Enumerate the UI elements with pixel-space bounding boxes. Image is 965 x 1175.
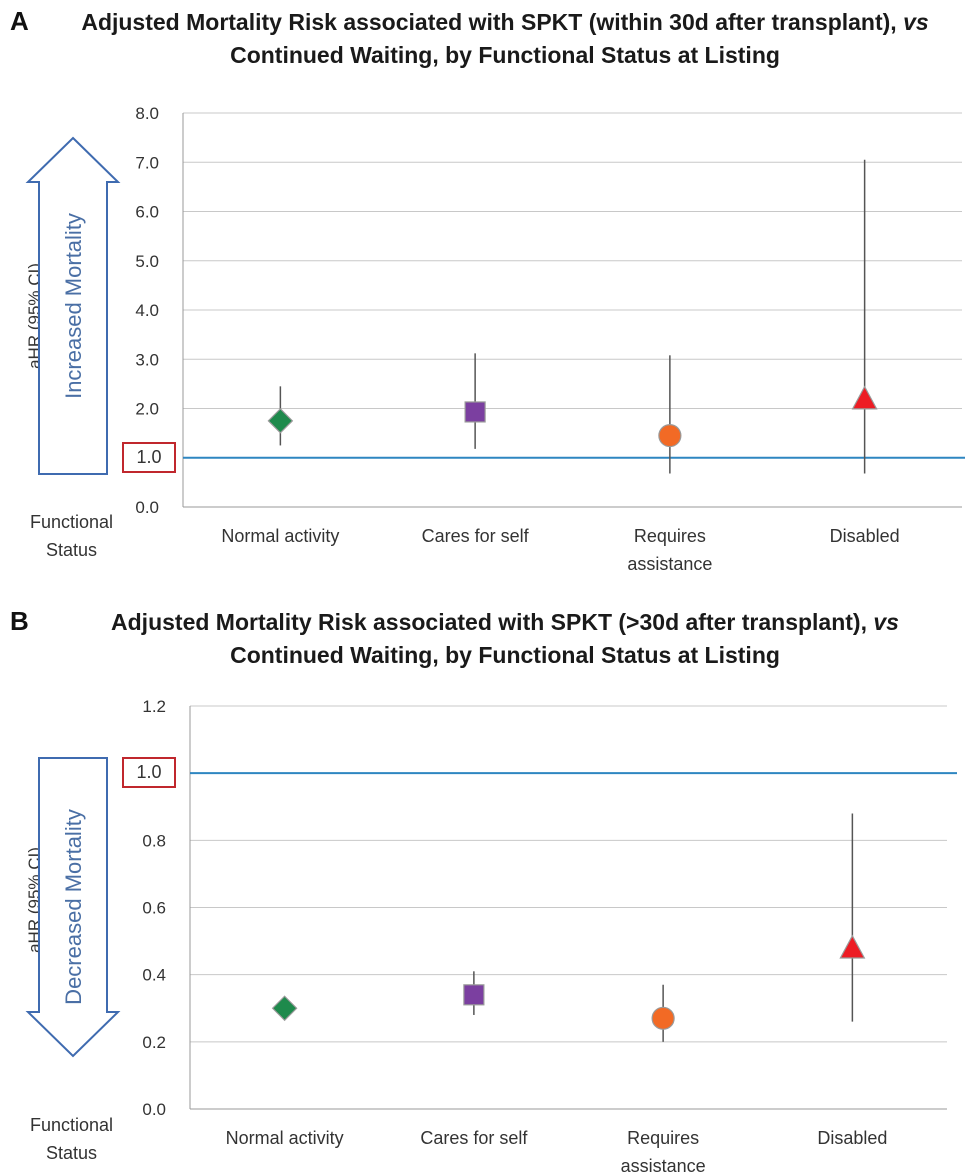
category-label: Normal activity (226, 1128, 344, 1148)
y-tick-label: 0.6 (142, 899, 166, 918)
panel-label-b: B (10, 606, 29, 636)
reference-value-box-a: 1.0 (122, 442, 176, 473)
reference-value-box-b: 1.0 (122, 757, 176, 788)
y-tick-label: 0.2 (142, 1033, 166, 1052)
chart-title-a-part1: Adjusted Mortality Risk associated with … (81, 9, 904, 35)
y-tick-label: 8.0 (135, 104, 159, 123)
y-tick-label: 0.0 (135, 498, 159, 517)
chart-title-b: Adjusted Mortality Risk associated with … (60, 606, 950, 672)
y-tick-label: 6.0 (135, 203, 159, 222)
y-tick-label: 0.4 (142, 966, 166, 985)
arrow-down-icon (25, 757, 121, 1058)
y-tick-label: 7.0 (135, 153, 159, 172)
category-label: Requires assistance (621, 1128, 706, 1175)
category-label: Disabled (817, 1128, 887, 1148)
panel-a: A Adjusted Mortality Risk associated wit… (10, 6, 965, 574)
data-point-square (463, 984, 485, 1006)
data-point-triangle (851, 385, 878, 410)
data-point-triangle (839, 934, 866, 959)
data-point-diamond (267, 407, 294, 434)
category-label: Requires assistance (627, 526, 712, 574)
data-point-diamond (271, 995, 298, 1022)
y-tick-label: 4.0 (135, 301, 159, 320)
arrow-up-icon (25, 136, 121, 475)
chart-title-b-part2: Continued Waiting, by Functional Status … (230, 642, 780, 668)
functional-status-label-a: Functional Status (29, 512, 114, 560)
functional-status-label-b: Functional Status (29, 1115, 114, 1163)
category-label: Normal activity (221, 526, 339, 546)
chart-title-b-part1: Adjusted Mortality Risk associated with … (111, 609, 874, 635)
y-tick-label: 0.0 (142, 1100, 166, 1119)
chart-b-svg: 0.0 0.2 0.4 0.6 0.8 1.2 Normal activity Cares f… (25, 697, 957, 1175)
category-label: Disabled (830, 526, 900, 546)
panel-b: B Adjusted Mortality Risk associated wit… (0, 590, 965, 1175)
chart-title-b-vs: vs (873, 609, 899, 635)
arrow-label: Decreased Mortality (61, 809, 86, 1005)
data-point-circle (651, 1006, 675, 1030)
y-tick-label: 5.0 (135, 252, 159, 271)
data-point-square (464, 401, 486, 423)
y-tick-label: 2.0 (135, 400, 159, 419)
chart-title-a-part2: Continued Waiting, by Functional Status … (230, 42, 780, 68)
y-tick-label: 3.0 (135, 350, 159, 369)
panel-label-a: A (10, 6, 29, 36)
chart-title-a-vs: vs (903, 9, 929, 35)
y-tick-label: 0.8 (142, 831, 166, 850)
chart-a-svg: 0.0 2.0 3.0 4.0 5.0 6.0 7.0 8.0 Normal activity C… (25, 104, 965, 574)
category-label: Cares for self (422, 526, 530, 546)
chart-title-a: Adjusted Mortality Risk associated with … (60, 6, 950, 72)
category-label: Cares for self (420, 1128, 528, 1148)
y-tick-label: 1.2 (142, 697, 166, 716)
data-point-circle (658, 423, 682, 448)
arrow-label: Increased Mortality (61, 213, 86, 399)
